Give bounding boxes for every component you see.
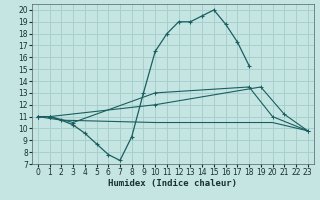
X-axis label: Humidex (Indice chaleur): Humidex (Indice chaleur) — [108, 179, 237, 188]
